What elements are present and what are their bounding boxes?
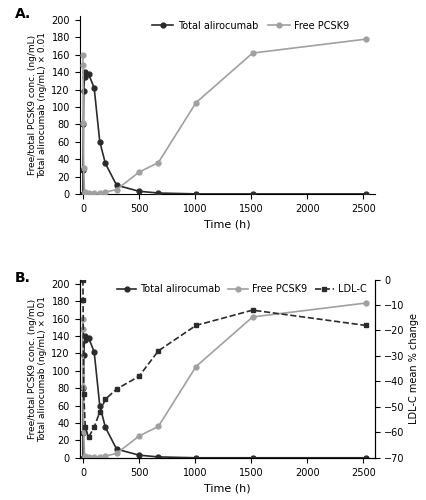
- Free PCSK9: [193, 100, 199, 105]
- Line: Total alirocumab: Total alirocumab: [81, 70, 368, 196]
- Total alirocumab: [114, 182, 119, 188]
- Free PCSK9: [156, 424, 161, 430]
- LDL-C: [83, 424, 88, 430]
- Legend: Total alirocumab, Free PCSK9: Total alirocumab, Free PCSK9: [152, 20, 350, 30]
- Free PCSK9: [81, 384, 86, 390]
- LDL-C: [156, 348, 161, 354]
- Free PCSK9: [136, 169, 141, 175]
- Free PCSK9: [82, 189, 87, 195]
- LDL-C: [250, 307, 255, 313]
- Free PCSK9: [97, 190, 102, 196]
- Free PCSK9: [81, 120, 86, 126]
- Free PCSK9: [156, 160, 161, 166]
- Total alirocumab: [103, 160, 108, 166]
- Free PCSK9: [193, 364, 199, 370]
- X-axis label: Time (h): Time (h): [204, 219, 250, 229]
- Total alirocumab: [81, 455, 86, 461]
- Text: A.: A.: [14, 7, 31, 21]
- Free PCSK9: [250, 314, 255, 320]
- Total alirocumab: [81, 385, 86, 391]
- Free PCSK9: [81, 316, 86, 322]
- Total alirocumab: [81, 88, 86, 94]
- Free PCSK9: [83, 190, 88, 196]
- Total alirocumab: [86, 71, 91, 77]
- LDL-C: [363, 322, 368, 328]
- Free PCSK9: [81, 52, 86, 58]
- Free PCSK9: [86, 190, 91, 196]
- Total alirocumab: [92, 85, 97, 91]
- Y-axis label: LDL-C mean % change: LDL-C mean % change: [409, 313, 419, 424]
- Total alirocumab: [81, 430, 86, 436]
- Total alirocumab: [81, 122, 86, 128]
- Line: LDL-C: LDL-C: [81, 277, 368, 440]
- LDL-C: [103, 396, 108, 402]
- Free PCSK9: [81, 62, 86, 68]
- Total alirocumab: [83, 69, 88, 75]
- X-axis label: Time (h): Time (h): [204, 483, 250, 493]
- Free PCSK9: [86, 454, 91, 460]
- Total alirocumab: [82, 338, 87, 344]
- Free PCSK9: [363, 36, 368, 42]
- Total alirocumab: [83, 333, 88, 339]
- Free PCSK9: [363, 300, 368, 306]
- Free PCSK9: [97, 454, 102, 460]
- Total alirocumab: [250, 455, 255, 461]
- LDL-C: [136, 374, 141, 380]
- Free PCSK9: [82, 453, 87, 459]
- LDL-C: [97, 409, 102, 415]
- Total alirocumab: [156, 190, 161, 196]
- Free PCSK9: [81, 165, 86, 171]
- Free PCSK9: [92, 454, 97, 460]
- Total alirocumab: [92, 348, 97, 354]
- Line: Total alirocumab: Total alirocumab: [81, 334, 368, 460]
- Total alirocumab: [82, 74, 87, 80]
- LDL-C: [114, 386, 119, 392]
- Total alirocumab: [136, 188, 141, 194]
- Free PCSK9: [81, 326, 86, 332]
- Free PCSK9: [92, 190, 97, 196]
- Free PCSK9: [114, 450, 119, 456]
- LDL-C: [86, 434, 91, 440]
- LDL-C: [81, 276, 86, 282]
- Total alirocumab: [114, 446, 119, 452]
- Text: B.: B.: [14, 270, 31, 284]
- Total alirocumab: [250, 191, 255, 197]
- Free PCSK9: [81, 428, 86, 434]
- Total alirocumab: [136, 452, 141, 458]
- Total alirocumab: [81, 166, 86, 172]
- Total alirocumab: [193, 455, 199, 461]
- LDL-C: [81, 391, 86, 397]
- Legend: Total alirocumab, Free PCSK9, LDL-C: Total alirocumab, Free PCSK9, LDL-C: [117, 284, 367, 294]
- Total alirocumab: [156, 454, 161, 460]
- Total alirocumab: [86, 335, 91, 341]
- Total alirocumab: [97, 402, 102, 408]
- Y-axis label: Free/total PCSK9 conc. (ng/mL)
Total alirocumab (ng/mL) × 0.01: Free/total PCSK9 conc. (ng/mL) Total ali…: [28, 296, 47, 442]
- Total alirocumab: [193, 191, 199, 197]
- Total alirocumab: [363, 455, 368, 461]
- Total alirocumab: [97, 138, 102, 144]
- Total alirocumab: [103, 424, 108, 430]
- Free PCSK9: [103, 453, 108, 459]
- Free PCSK9: [136, 433, 141, 439]
- Total alirocumab: [363, 191, 368, 197]
- Total alirocumab: [81, 191, 86, 197]
- Total alirocumab: [81, 352, 86, 358]
- Free PCSK9: [114, 186, 119, 192]
- Free PCSK9: [250, 50, 255, 56]
- LDL-C: [193, 322, 199, 328]
- Y-axis label: Free/total PCSK9 conc. (ng/mL)
Total alirocumab (ng/mL) × 0.01: Free/total PCSK9 conc. (ng/mL) Total ali…: [28, 32, 47, 178]
- LDL-C: [81, 297, 86, 303]
- LDL-C: [92, 424, 97, 430]
- Free PCSK9: [83, 454, 88, 460]
- Line: Free PCSK9: Free PCSK9: [81, 36, 368, 196]
- Line: Free PCSK9: Free PCSK9: [81, 300, 368, 460]
- Free PCSK9: [103, 189, 108, 195]
